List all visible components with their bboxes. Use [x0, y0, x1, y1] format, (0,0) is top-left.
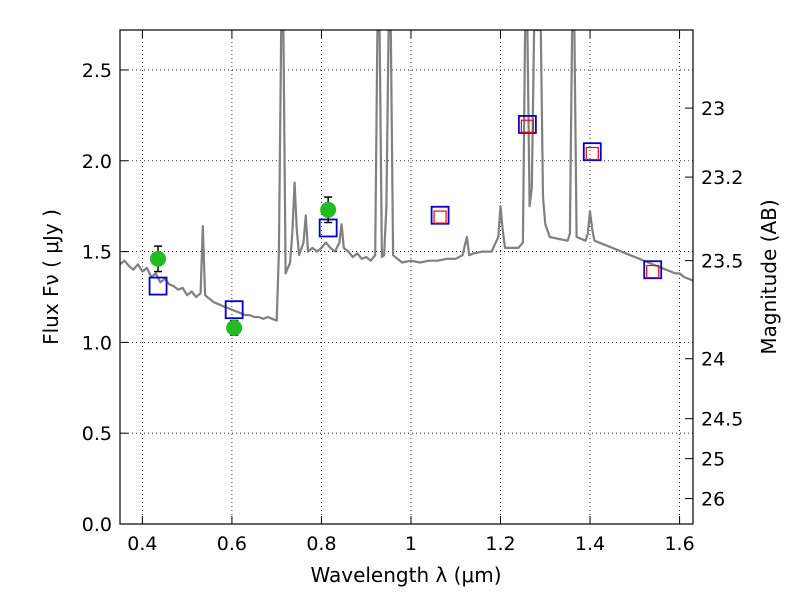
axis-ticks: [120, 30, 693, 525]
plot-frame: [119, 29, 694, 525]
y-tick-label: 2.5: [82, 60, 112, 82]
x-tick-label: 0.4: [127, 533, 157, 555]
spectrum-line: [120, 30, 693, 322]
x-tick-label: 0.6: [217, 533, 247, 555]
observed-flux-marker: [433, 210, 447, 224]
model-flux-marker: [148, 276, 168, 296]
tick-labels: 0.4 0.6 0.8 1 1.2 1.4 1.6 0.0 0.5 1.0 1.5 2.0 2.5 23 2…: [82, 60, 744, 555]
mag-tick-label: 23.2: [701, 167, 743, 189]
right-axis-label: Magnitude (AB): [757, 199, 781, 354]
mag-tick-label: 23: [701, 98, 725, 120]
mag-tick-label: 24.5: [701, 409, 743, 431]
x-tick-label: 1.6: [664, 533, 694, 555]
mag-tick-label: 26: [701, 489, 725, 511]
y-tick-label: 0.5: [82, 423, 112, 445]
photometry-point: [226, 319, 243, 336]
x-tick-label: 1.2: [485, 533, 515, 555]
photometry-point: [150, 250, 167, 267]
mag-tick-label: 25: [701, 449, 725, 471]
y-tick-label: 0.0: [82, 514, 112, 536]
observed-flux-marker: [520, 119, 534, 133]
observed-flux-marker: [646, 264, 660, 279]
y-axis-label: Flux Fν ( μJy ): [39, 209, 63, 345]
y-tick-label: 2.0: [82, 151, 112, 173]
mag-tick-label: 23.5: [701, 251, 743, 273]
model-flux-marker: [582, 142, 602, 162]
model-flux-marker: [224, 300, 244, 320]
mag-tick-label: 24: [701, 349, 725, 371]
x-tick-label: 1: [405, 533, 417, 555]
model-flux-marker: [430, 205, 450, 225]
observed-flux-marker: [585, 146, 599, 161]
y-tick-label: 1.0: [82, 332, 112, 354]
model-flux-marker: [517, 115, 537, 134]
model-flux-marker: [643, 260, 663, 280]
x-tick-label: 1.4: [575, 533, 605, 555]
x-tick-label: 0.8: [306, 533, 336, 555]
plot-area: [120, 30, 693, 336]
photometry-point: [320, 201, 337, 218]
x-axis-label: Wavelength λ (μm): [310, 563, 501, 587]
y-tick-label: 1.5: [82, 242, 112, 264]
